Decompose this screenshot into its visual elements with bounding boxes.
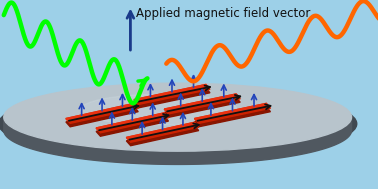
Polygon shape: [134, 84, 207, 101]
Polygon shape: [126, 122, 199, 142]
Polygon shape: [96, 113, 166, 130]
Polygon shape: [96, 116, 169, 136]
Polygon shape: [134, 84, 210, 105]
Polygon shape: [66, 103, 138, 123]
Polygon shape: [164, 94, 240, 114]
Polygon shape: [66, 103, 135, 120]
Polygon shape: [126, 122, 196, 139]
Polygon shape: [164, 97, 240, 117]
Ellipse shape: [81, 94, 237, 125]
Polygon shape: [195, 107, 270, 127]
Text: Applied magnetic field vector: Applied magnetic field vector: [136, 7, 310, 20]
Polygon shape: [66, 107, 138, 127]
Polygon shape: [96, 113, 169, 133]
Polygon shape: [126, 126, 199, 146]
Ellipse shape: [4, 83, 352, 151]
Polygon shape: [4, 117, 352, 164]
Polygon shape: [195, 103, 270, 123]
Polygon shape: [195, 103, 268, 120]
Polygon shape: [134, 88, 210, 108]
Ellipse shape: [0, 89, 357, 159]
Polygon shape: [164, 94, 237, 111]
